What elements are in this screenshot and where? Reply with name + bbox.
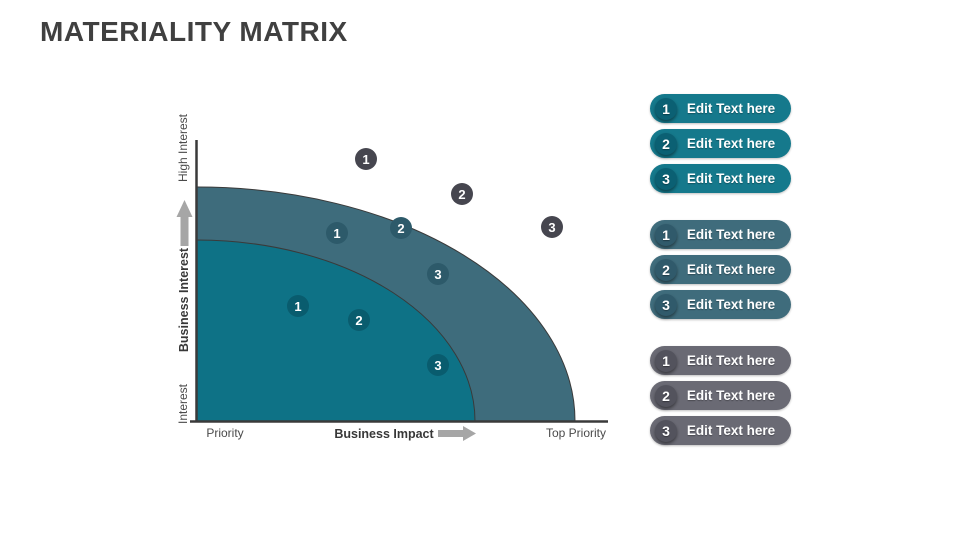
svg-text:1: 1: [294, 299, 301, 314]
y-axis-title-business-interest: Business Interest: [177, 247, 191, 352]
legend-item-label: Edit Text here: [686, 297, 776, 312]
legend-number-badge: 3: [655, 167, 677, 190]
legend-number-badge: 3: [655, 419, 677, 442]
marker-middle-band-2[interactable]: 2: [390, 217, 412, 239]
legend-item-label: Edit Text here: [686, 136, 776, 151]
legend-slate-item-3[interactable]: 3 Edit Text here: [650, 290, 791, 319]
legend-item-label: Edit Text here: [686, 227, 776, 242]
legend-number-badge: 1: [655, 97, 677, 120]
up-arrow-icon: [176, 200, 193, 246]
inner-area-shape: [197, 240, 475, 421]
svg-text:3: 3: [434, 267, 441, 282]
marker-outside-1[interactable]: 1: [355, 148, 377, 170]
page-title: MATERIALITY MATRIX: [40, 16, 348, 47]
legend-number-badge: 1: [655, 349, 677, 372]
svg-text:2: 2: [458, 187, 465, 202]
inner-area-outline: [196, 239, 476, 422]
svg-text:3: 3: [548, 220, 555, 235]
legend-item-label: Edit Text here: [686, 423, 776, 438]
svg-text:2: 2: [355, 313, 362, 328]
legend-number-badge: 2: [655, 132, 677, 155]
svg-text:1: 1: [362, 152, 369, 167]
legend-number-badge: 2: [655, 258, 677, 281]
x-axis-label-top-priority: Top Priority: [546, 426, 606, 440]
marker-inner-area-3[interactable]: 3: [427, 354, 449, 376]
legend-gray-item-1[interactable]: 1 Edit Text here: [650, 346, 791, 375]
outer-band-outline: [196, 186, 576, 422]
marker-middle-band-1[interactable]: 1: [326, 222, 348, 244]
legend-slate-item-1[interactable]: 1 Edit Text here: [650, 220, 791, 249]
legend-slate-item-2[interactable]: 2 Edit Text here: [650, 255, 791, 284]
legend-gray-item-3[interactable]: 3 Edit Text here: [650, 416, 791, 445]
legend-teal-item-2[interactable]: 2 Edit Text here: [650, 129, 791, 158]
svg-text:3: 3: [434, 358, 441, 373]
svg-text:2: 2: [397, 221, 404, 236]
legend-gray-item-2[interactable]: 2 Edit Text here: [650, 381, 791, 410]
legend-number-badge: 1: [655, 223, 677, 246]
y-axis-label-high-interest: High Interest: [176, 113, 190, 182]
y-axis-label-interest: Interest: [176, 383, 190, 424]
legend-teal-item-1[interactable]: 1 Edit Text here: [650, 94, 791, 123]
legend-item-label: Edit Text here: [686, 388, 776, 403]
x-axis-label-priority: Priority: [206, 426, 243, 440]
legend-item-label: Edit Text here: [686, 101, 776, 116]
marker-outside-2[interactable]: 2: [451, 183, 473, 205]
right-arrow-icon: [438, 426, 476, 441]
legend-number-badge: 2: [655, 384, 677, 407]
svg-text:1: 1: [333, 226, 340, 241]
x-axis-title-business-impact: Business Impact: [334, 427, 434, 441]
marker-middle-band-3[interactable]: 3: [427, 263, 449, 285]
legend-item-label: Edit Text here: [686, 262, 776, 277]
marker-inner-area-1[interactable]: 1: [287, 295, 309, 317]
legend-item-label: Edit Text here: [686, 353, 776, 368]
marker-outside-3[interactable]: 3: [541, 216, 563, 238]
legend-number-badge: 3: [655, 293, 677, 316]
legend-teal-item-3[interactable]: 3 Edit Text here: [650, 164, 791, 193]
marker-inner-area-2[interactable]: 2: [348, 309, 370, 331]
legend-item-label: Edit Text here: [686, 171, 776, 186]
